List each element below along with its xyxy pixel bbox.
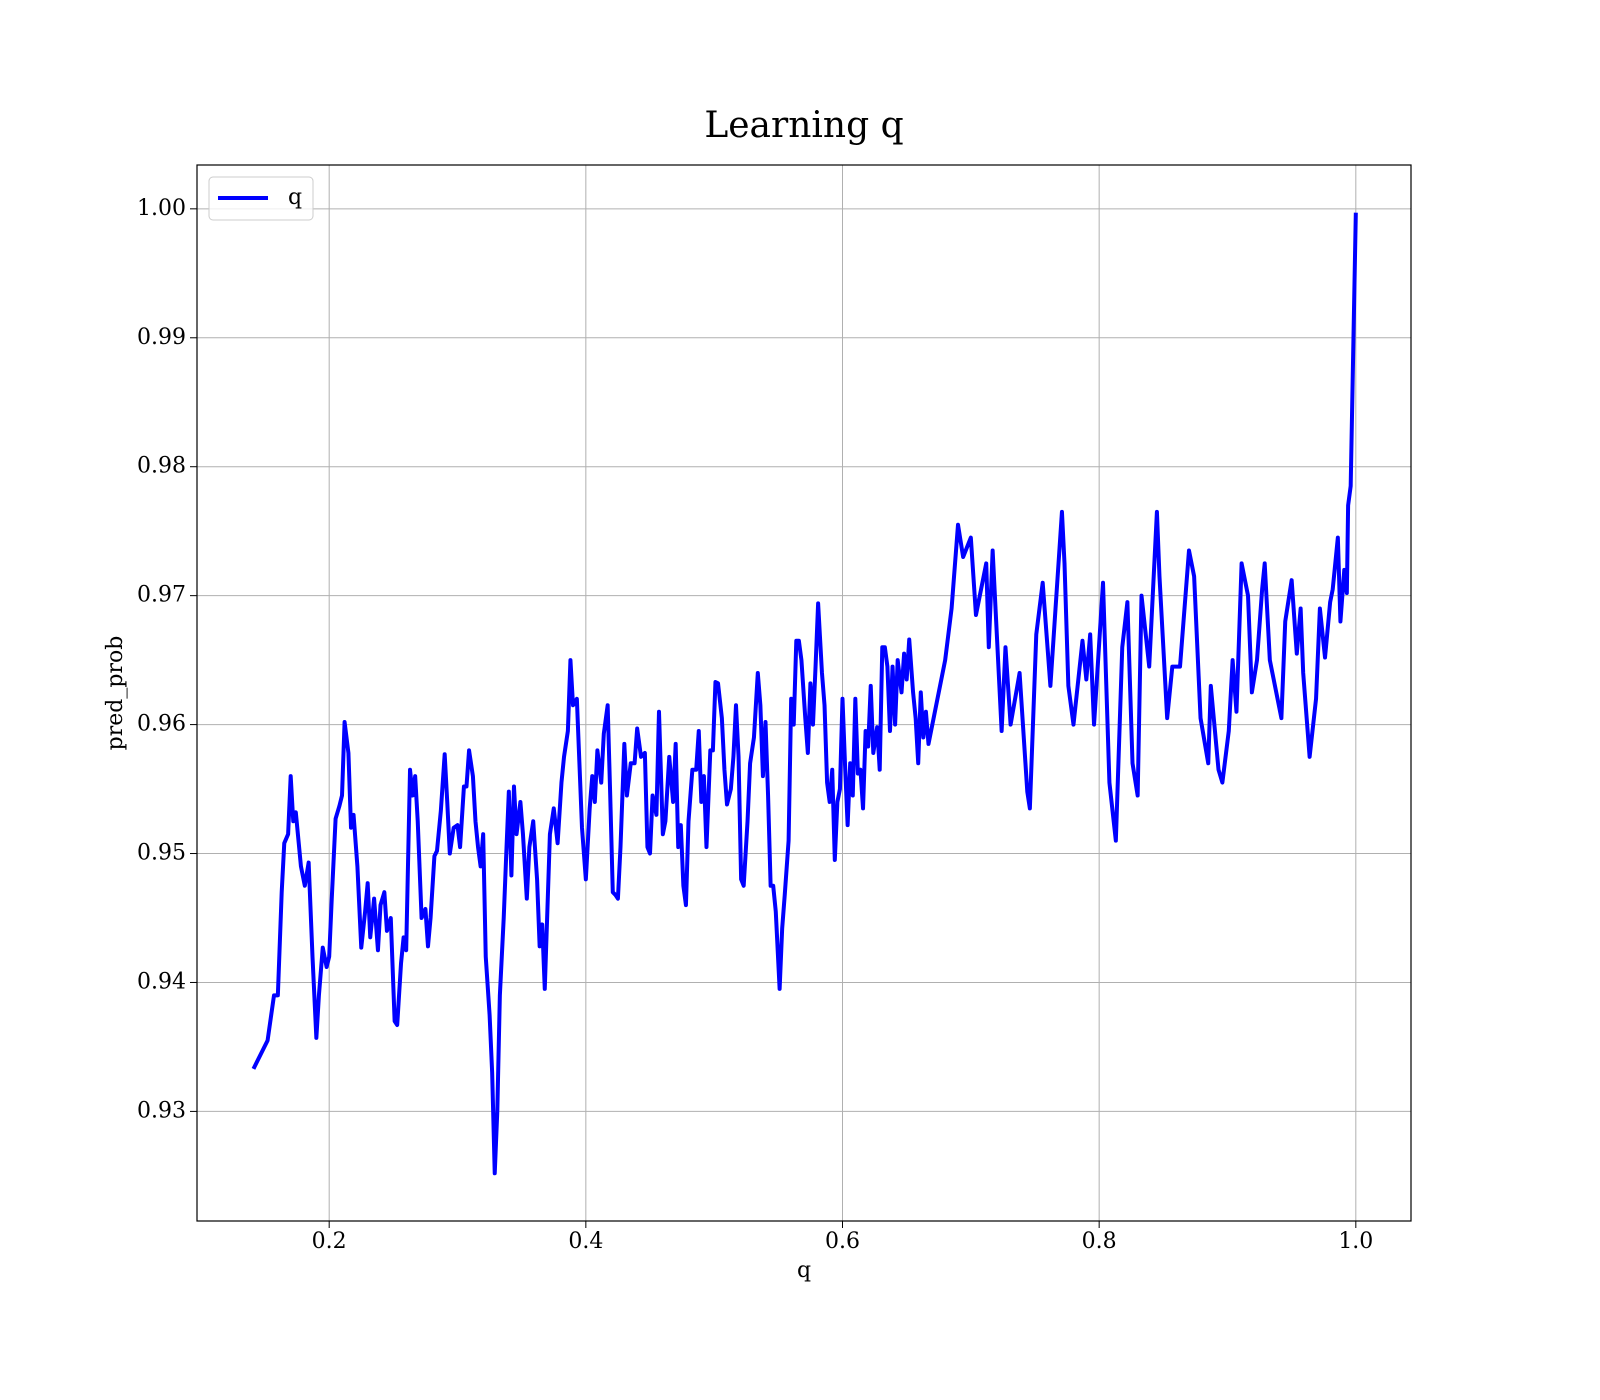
chart-title: Learning q — [704, 105, 903, 146]
x-axis-label: q — [797, 1258, 811, 1283]
y-axis-label: pred_prob — [103, 636, 128, 751]
x-tick-label: 0.2 — [312, 1229, 347, 1254]
y-tick-label: 0.98 — [137, 454, 186, 479]
y-tick-label: 0.96 — [137, 712, 186, 737]
y-tick-label: 0.93 — [137, 1098, 186, 1123]
x-tick-label: 0.8 — [1082, 1229, 1117, 1254]
plot-frame — [196, 164, 1412, 1222]
x-tick-label: 0.6 — [825, 1229, 860, 1254]
x-tick-label: 0.4 — [568, 1229, 603, 1254]
legend-label: q — [288, 185, 302, 210]
data-line — [251, 212, 1358, 1176]
x-tick-label: 1.0 — [1338, 1229, 1373, 1254]
y-tick-label: 0.94 — [137, 969, 186, 994]
y-tick-label: 0.99 — [137, 325, 186, 350]
legend: q — [208, 176, 314, 221]
y-tick-label: 0.97 — [137, 583, 186, 608]
y-tick-label: 0.95 — [137, 841, 186, 866]
y-tick-label: 1.00 — [137, 196, 186, 221]
